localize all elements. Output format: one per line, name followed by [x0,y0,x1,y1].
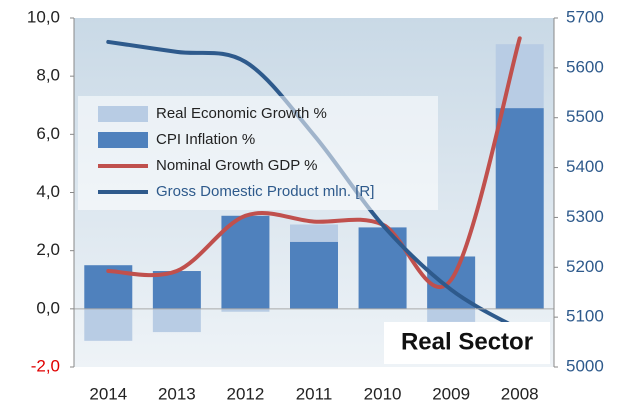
legend-label: CPI Inflation % [156,131,255,148]
x-tick-label: 2008 [501,384,539,403]
legend-label: Real Economic Growth % [156,105,327,122]
y-tick-label: 2,0 [36,240,60,259]
bar [495,108,544,309]
y2-tick-label: 5000 [566,356,604,375]
bar [290,224,338,242]
y2-tick-label: 5200 [566,257,604,276]
y2-tick-label: 5100 [566,307,604,326]
bar [221,308,270,312]
legend-swatch [98,106,148,122]
annotation-box [384,322,550,364]
y-tick-label: 10,0 [27,7,60,26]
y-tick-label: 8,0 [36,66,60,85]
bar [221,215,270,309]
x-tick-label: 2011 [296,384,333,403]
legend-label: Gross Domestic Product mln. [R] [156,183,374,200]
legend-label: Nominal Growth GDP % [156,157,317,174]
y-tick-label: 4,0 [36,182,60,201]
bar [152,308,201,333]
x-tick-label: 2014 [89,384,127,403]
bar [290,241,338,309]
bar [495,44,544,109]
x-tick-label: 2012 [227,384,265,403]
bar [427,308,476,322]
line [106,36,522,290]
y2-tick-label: 5400 [566,157,604,176]
x-tick-label: 2010 [364,384,402,403]
y-tick-label: -2,0 [31,356,60,375]
y2-tick-label: 5600 [566,57,604,76]
legend-swatch [98,132,148,148]
bar [84,308,133,341]
x-tick-label: 2013 [158,384,196,403]
bar [152,271,201,309]
y2-tick-label: 5300 [566,207,604,226]
annotation: Real Sector [401,328,533,355]
x-tick-label: 2009 [432,384,470,403]
y2-tick-label: 5500 [566,107,604,126]
y2-tick-label: 5700 [566,7,604,26]
y-tick-label: 6,0 [36,124,60,143]
y-tick-label: 0,0 [36,298,60,317]
